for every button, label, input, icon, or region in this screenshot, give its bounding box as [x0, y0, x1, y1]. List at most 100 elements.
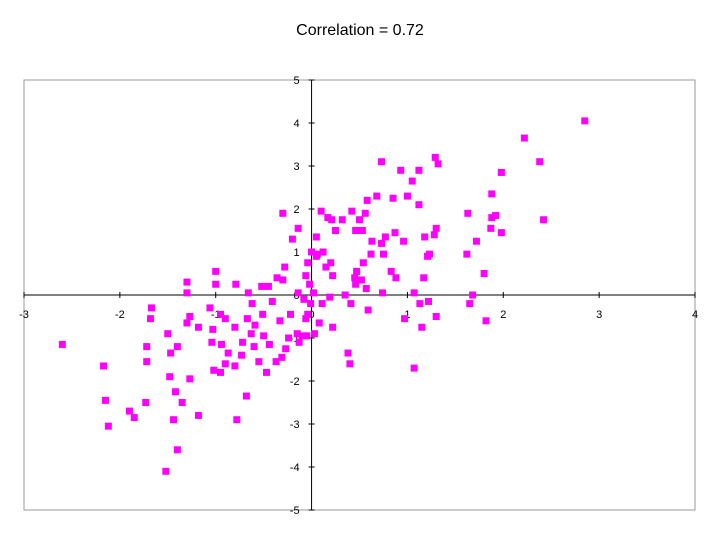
data-point: [221, 315, 229, 323]
data-point: [329, 272, 337, 280]
data-point: [408, 177, 416, 185]
data-point: [130, 414, 138, 422]
x-tick-label: 3: [596, 309, 602, 321]
data-point: [104, 422, 112, 430]
data-point: [212, 267, 220, 275]
data-point: [415, 201, 423, 209]
data-point: [295, 338, 303, 346]
data-point: [183, 289, 191, 297]
data-point: [194, 323, 202, 331]
data-point: [162, 467, 170, 475]
data-point: [282, 345, 290, 353]
data-point: [432, 224, 440, 232]
data-point: [324, 214, 332, 222]
data-point: [147, 304, 155, 312]
data-point: [315, 319, 323, 327]
data-point: [348, 207, 356, 215]
data-point: [373, 192, 381, 200]
data-point: [142, 399, 150, 406]
data-point: [101, 396, 109, 404]
data-point: [244, 289, 252, 297]
x-tick-label: -1: [211, 309, 221, 321]
x-tick-label: 1: [404, 309, 410, 321]
data-point: [217, 340, 225, 348]
data-point: [248, 300, 256, 308]
data-point: [217, 310, 225, 318]
data-point: [352, 227, 360, 234]
data-point: [391, 229, 399, 237]
data-point: [488, 214, 496, 222]
data-point: [464, 209, 472, 217]
data-point: [364, 306, 372, 314]
data-point: [410, 364, 418, 372]
data-point: [298, 332, 306, 340]
y-tick-label: -3: [290, 419, 300, 431]
data-point: [379, 289, 387, 297]
data-point: [381, 233, 389, 241]
data-point: [431, 153, 439, 161]
data-point: [472, 237, 480, 245]
data-point: [171, 388, 179, 396]
data-point: [387, 267, 395, 275]
data-point: [425, 297, 433, 305]
data-point: [221, 360, 229, 368]
data-point: [302, 315, 310, 323]
data-point: [389, 194, 397, 202]
data-point: [278, 353, 286, 361]
data-point: [392, 274, 400, 282]
data-point: [361, 209, 369, 217]
data-point: [363, 196, 371, 204]
data-point: [285, 334, 293, 342]
data-point: [424, 252, 432, 260]
data-point: [317, 207, 325, 215]
y-tick-label: -2: [290, 376, 300, 388]
data-point: [167, 349, 175, 357]
data-point: [352, 280, 360, 288]
data-point: [170, 416, 178, 424]
data-point: [319, 248, 327, 256]
data-point: [488, 190, 496, 198]
data-point: [359, 259, 367, 267]
data-point: [294, 224, 302, 232]
data-point: [351, 274, 359, 282]
y-tick-label: 2: [293, 204, 299, 216]
data-point: [318, 300, 326, 308]
data-point: [397, 166, 405, 174]
y-tick-label: 4: [293, 118, 299, 130]
x-tick-label: -2: [115, 309, 125, 321]
data-point: [281, 263, 289, 271]
data-point: [469, 291, 477, 299]
data-point: [212, 280, 220, 288]
chart-title: Correlation = 0.72: [296, 22, 424, 39]
data-point: [233, 416, 241, 424]
data-point: [294, 289, 302, 297]
y-tick-label: -5: [290, 505, 300, 517]
data-point: [362, 285, 370, 293]
data-point: [497, 229, 505, 237]
data-point: [286, 310, 294, 318]
data-point: [346, 360, 354, 368]
data-point: [302, 272, 310, 280]
data-point: [497, 168, 505, 176]
data-point: [272, 358, 280, 366]
data-point: [247, 330, 255, 338]
data-point: [353, 267, 361, 275]
data-point: [273, 274, 281, 282]
data-point: [432, 313, 440, 320]
data-point: [250, 343, 258, 351]
x-tick-label: 4: [692, 309, 698, 321]
data-point: [243, 315, 251, 323]
data-point: [173, 343, 181, 351]
data-point: [312, 252, 320, 260]
data-point: [378, 239, 386, 247]
data-point: [147, 315, 155, 323]
data-point: [210, 366, 218, 374]
y-tick-label: 3: [293, 161, 299, 173]
data-point: [279, 276, 287, 284]
data-points: [58, 117, 589, 475]
data-point: [347, 300, 355, 308]
data-point: [58, 340, 66, 348]
data-point: [312, 233, 320, 241]
x-tick-label: 2: [500, 309, 506, 321]
data-point: [480, 270, 488, 277]
